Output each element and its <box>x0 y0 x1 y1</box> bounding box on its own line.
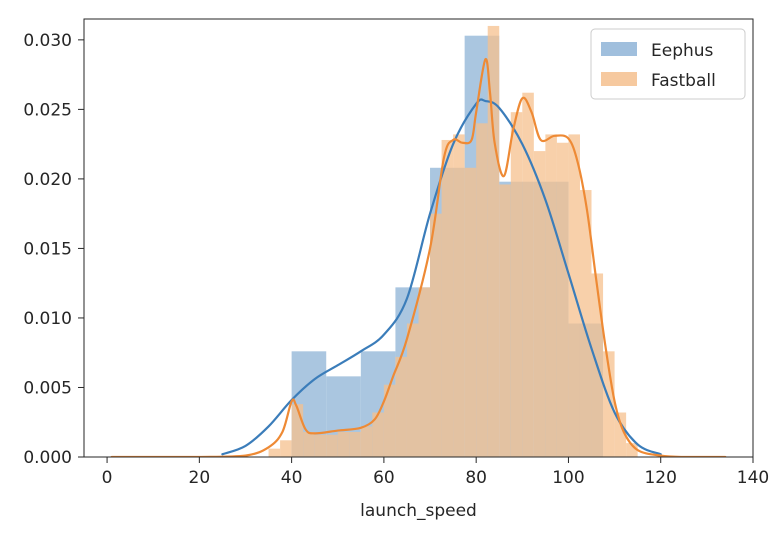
hist-bar-fastball-23 <box>533 151 546 457</box>
hist-bar-fastball-17 <box>464 167 477 457</box>
kde-line-fastball <box>110 58 727 457</box>
x-tick-label: 20 <box>189 468 211 488</box>
hist-bar-fastball-6 <box>337 431 350 457</box>
axes: 0 20 40 60 80 100 120 140 0.000 0.005 0.010 0.015 0.… <box>23 18 769 488</box>
hist-bar-fastball-1 <box>280 440 292 457</box>
y-tick-label: 0.020 <box>23 170 72 190</box>
legend-label-fastball: Fastball <box>651 71 716 91</box>
x-tick-label: 140 <box>737 468 769 488</box>
hist-bar-fastball-20 <box>499 184 511 457</box>
legend-swatch-eephus <box>601 42 637 56</box>
hist-bar-fastball-30 <box>614 412 627 457</box>
x-tick-label: 0 <box>102 468 113 488</box>
y-tick-label: 0.030 <box>23 31 72 51</box>
y-tick-label: 0.025 <box>23 100 72 120</box>
hist-bar-fastball-29 <box>603 351 615 457</box>
hist-bar-fastball-13 <box>418 287 431 457</box>
hist-bar-fastball-5 <box>326 434 338 457</box>
hist-bar-fastball-8 <box>360 426 373 457</box>
hist-bar-fastball-15 <box>441 139 454 457</box>
hist-bar-fastball-7 <box>349 431 361 457</box>
legend: Eephus Fastball <box>590 28 746 100</box>
hist-bar-fastball-25 <box>556 142 569 457</box>
hist-bar-fastball-27 <box>579 190 592 457</box>
hist-bar-fastball-11 <box>395 356 407 457</box>
hist-bar-fastball-4 <box>314 434 327 457</box>
x-axis-label: launch_speed <box>360 501 477 521</box>
y-tick-label: 0.005 <box>23 378 72 398</box>
hist-bar-fastball-9 <box>372 412 384 457</box>
legend-swatch-fastball <box>601 72 637 86</box>
hist-bar-fastball-12 <box>406 323 419 457</box>
hist-bar-fastball-24 <box>545 134 557 457</box>
hist-bar-fastball-14 <box>430 213 442 457</box>
hist-bar-fastball-31 <box>626 443 638 457</box>
hist-bar-fastball-10 <box>383 384 396 457</box>
hist-bar-fastball-0 <box>268 448 281 457</box>
plot-area <box>110 25 727 457</box>
y-tick-label: 0.010 <box>23 309 72 329</box>
hist-bar-fastball-16 <box>453 134 465 457</box>
x-tick-label: 80 <box>465 468 487 488</box>
kde-line-eephus <box>221 98 662 456</box>
y-tick-label: 0.015 <box>23 239 72 259</box>
plot-frame <box>83 18 754 458</box>
hist-bar-fastball-21 <box>510 112 523 457</box>
x-tick-label: 40 <box>281 468 303 488</box>
x-tick-label: 60 <box>373 468 395 488</box>
hist-bar-fastball-22 <box>522 92 534 457</box>
hist-bar-fastball-18 <box>476 123 488 457</box>
hist-bar-fastball-19 <box>487 25 500 457</box>
x-tick-label: 100 <box>552 468 584 488</box>
legend-label-eephus: Eephus <box>651 41 714 61</box>
hist-bar-fastball-2 <box>291 404 304 457</box>
hist-bar-fastball-3 <box>303 431 315 457</box>
x-tick-label: 120 <box>644 468 676 488</box>
y-tick-label: 0.000 <box>23 448 72 468</box>
